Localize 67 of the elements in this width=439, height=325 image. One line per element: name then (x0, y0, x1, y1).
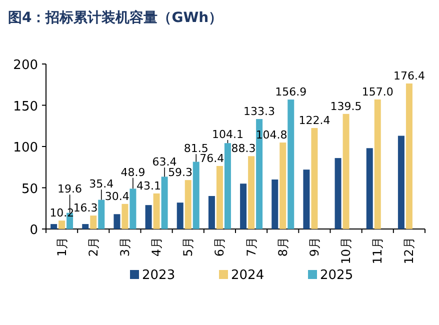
bar (176, 202, 184, 229)
bar (50, 224, 58, 229)
x-tick-label: 5月 (181, 237, 196, 257)
legend-label: 2024 (231, 268, 264, 283)
bar (303, 170, 310, 229)
bar (240, 184, 247, 229)
data-label: 156.9 (275, 86, 307, 99)
bar (161, 176, 168, 229)
bar (280, 142, 286, 229)
data-label: 157.0 (362, 85, 394, 98)
bar (82, 224, 89, 229)
bar (122, 204, 128, 229)
x-tick-label: 2月 (86, 237, 100, 257)
bar (58, 220, 66, 229)
bar (366, 148, 373, 229)
x-tick-label: 1月 (54, 237, 69, 257)
data-label: 139.5 (330, 100, 362, 113)
y-tick-label: 50 (21, 182, 38, 197)
data-label: 133.3 (244, 105, 276, 118)
data-label: 16.3 (73, 202, 98, 215)
x-tick-label: 8月 (276, 237, 290, 257)
data-label: 35.4 (89, 178, 114, 191)
data-label: 176.4 (393, 69, 425, 82)
bar (406, 83, 412, 229)
bar (153, 193, 160, 229)
bar (216, 166, 223, 229)
bar (374, 99, 381, 229)
data-label: 19.6 (58, 182, 82, 196)
x-tick-label: 7月 (244, 237, 258, 257)
bar (311, 128, 318, 229)
x-tick-label: 4月 (150, 237, 164, 257)
y-tick-label: 100 (13, 140, 38, 156)
bar (398, 136, 404, 229)
x-tick-label: 12月 (402, 237, 416, 264)
x-tick-label: 3月 (118, 237, 132, 257)
bar (192, 162, 200, 229)
bar (130, 188, 136, 229)
y-tick-label: 150 (13, 99, 38, 114)
x-tick-label: 6月 (212, 237, 227, 257)
bar (272, 180, 278, 229)
y-tick-label: 0 (30, 223, 38, 238)
data-label: 122.4 (298, 114, 330, 128)
bar (224, 143, 231, 229)
bar (114, 214, 120, 229)
data-label: 88.3 (231, 142, 256, 156)
data-label: 104.1 (212, 128, 244, 141)
x-tick-label: 11月 (370, 237, 385, 264)
data-label: 59.3 (168, 166, 193, 180)
bar (208, 196, 215, 229)
bar (145, 205, 152, 229)
bar (184, 180, 192, 229)
bar (98, 200, 105, 229)
x-tick-label: 10月 (339, 237, 354, 264)
data-label: 30.4 (104, 190, 130, 203)
data-label: 63.4 (152, 155, 177, 168)
data-label: 48.9 (120, 166, 146, 179)
bar (288, 100, 294, 229)
data-label: 43.1 (136, 179, 161, 192)
legend-label: 2025 (320, 268, 354, 283)
bar (90, 216, 97, 229)
y-tick-label: 200 (13, 58, 38, 73)
x-tick-label: 9月 (307, 237, 322, 257)
bar (334, 158, 342, 229)
bar (248, 156, 255, 229)
legend-label: 2023 (142, 268, 176, 283)
bar (342, 114, 350, 229)
chart-title: 图4：招标累计装机容量（GWh） (8, 9, 223, 26)
